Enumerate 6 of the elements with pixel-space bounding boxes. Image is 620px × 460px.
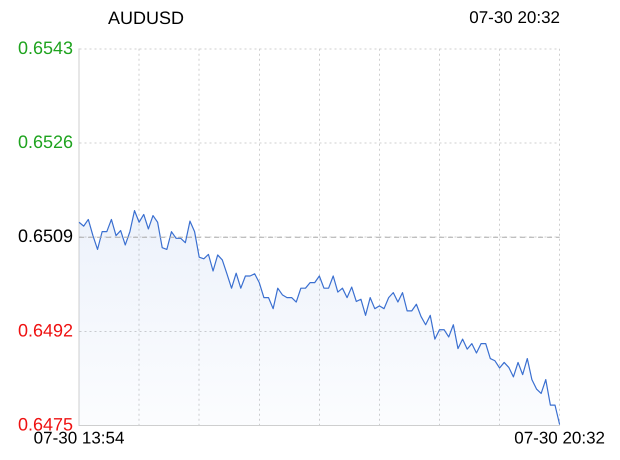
y-tick-label: 0.6492 (18, 320, 74, 340)
y-tick-label: 0.6509 (18, 226, 74, 246)
y-tick-label: 0.6543 (18, 38, 74, 58)
y-tick-label: 0.6526 (18, 132, 74, 152)
chart-title: AUDUSD (108, 8, 184, 30)
chart-subtitle: 07-30 20:32 (469, 8, 560, 29)
